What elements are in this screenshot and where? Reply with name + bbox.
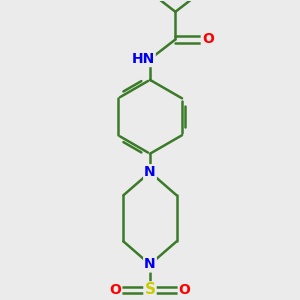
Text: HN: HN — [131, 52, 155, 66]
Text: N: N — [144, 257, 156, 272]
Text: O: O — [179, 283, 190, 297]
Text: N: N — [144, 165, 156, 179]
Text: O: O — [110, 283, 121, 297]
Text: O: O — [202, 32, 214, 46]
Text: S: S — [145, 282, 155, 297]
